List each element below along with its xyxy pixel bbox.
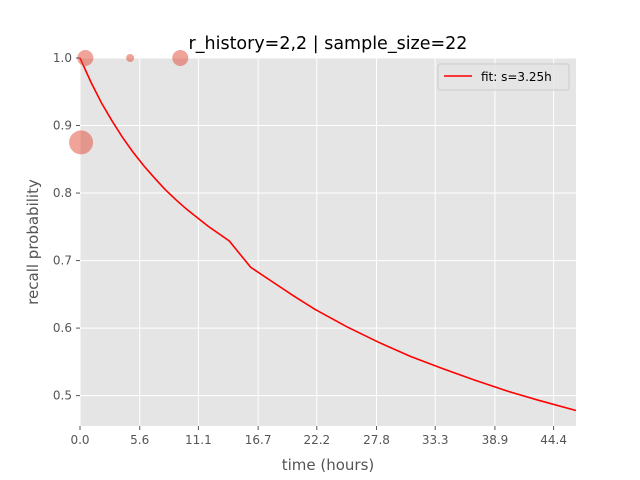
data-point — [172, 50, 189, 66]
legend-box — [437, 63, 570, 91]
chart-title: r_history=2,2 | sample_size=22 — [189, 34, 468, 54]
y-tick-label: 0.5 — [53, 389, 72, 403]
x-tick-label: 11.1 — [185, 433, 212, 447]
y-tick-label: 0.9 — [53, 119, 72, 133]
x-tick-label: 44.4 — [540, 433, 567, 447]
y-axis-label: recall probability — [24, 179, 42, 305]
y-tick-label: 0.6 — [53, 321, 72, 335]
data-point — [126, 54, 135, 62]
x-ticks: 0.0 5.6 11.1 16.7 22.2 27.8 33.3 38.9 44.4 — [70, 426, 567, 447]
fit-curve-line — [79, 57, 577, 412]
plot-area — [80, 58, 576, 426]
x-tick-label: 16.7 — [245, 433, 272, 447]
x-tick-label: 5.6 — [130, 433, 149, 447]
grid-lines — [79, 57, 576, 426]
y-tick-label: 0.8 — [53, 186, 72, 200]
fit-curve-group — [79, 57, 577, 412]
x-tick-label: 22.2 — [303, 433, 330, 447]
y-tick-label: 0.7 — [53, 254, 72, 268]
data-point — [77, 50, 94, 66]
x-axis-label: time (hours) — [282, 456, 375, 474]
x-tick-label: 27.8 — [363, 433, 390, 447]
y-ticks: 0.5 0.6 0.7 0.8 0.9 1.0 — [53, 51, 80, 403]
x-tick-label: 38.9 — [482, 433, 509, 447]
data-point — [69, 130, 94, 155]
data-points — [69, 50, 189, 155]
legend-label: fit: s=3.25h — [481, 70, 552, 84]
legend: fit: s=3.25h — [437, 63, 570, 91]
x-tick-label: 0.0 — [70, 433, 89, 447]
x-tick-label: 33.3 — [422, 433, 449, 447]
y-tick-label: 1.0 — [53, 51, 72, 65]
